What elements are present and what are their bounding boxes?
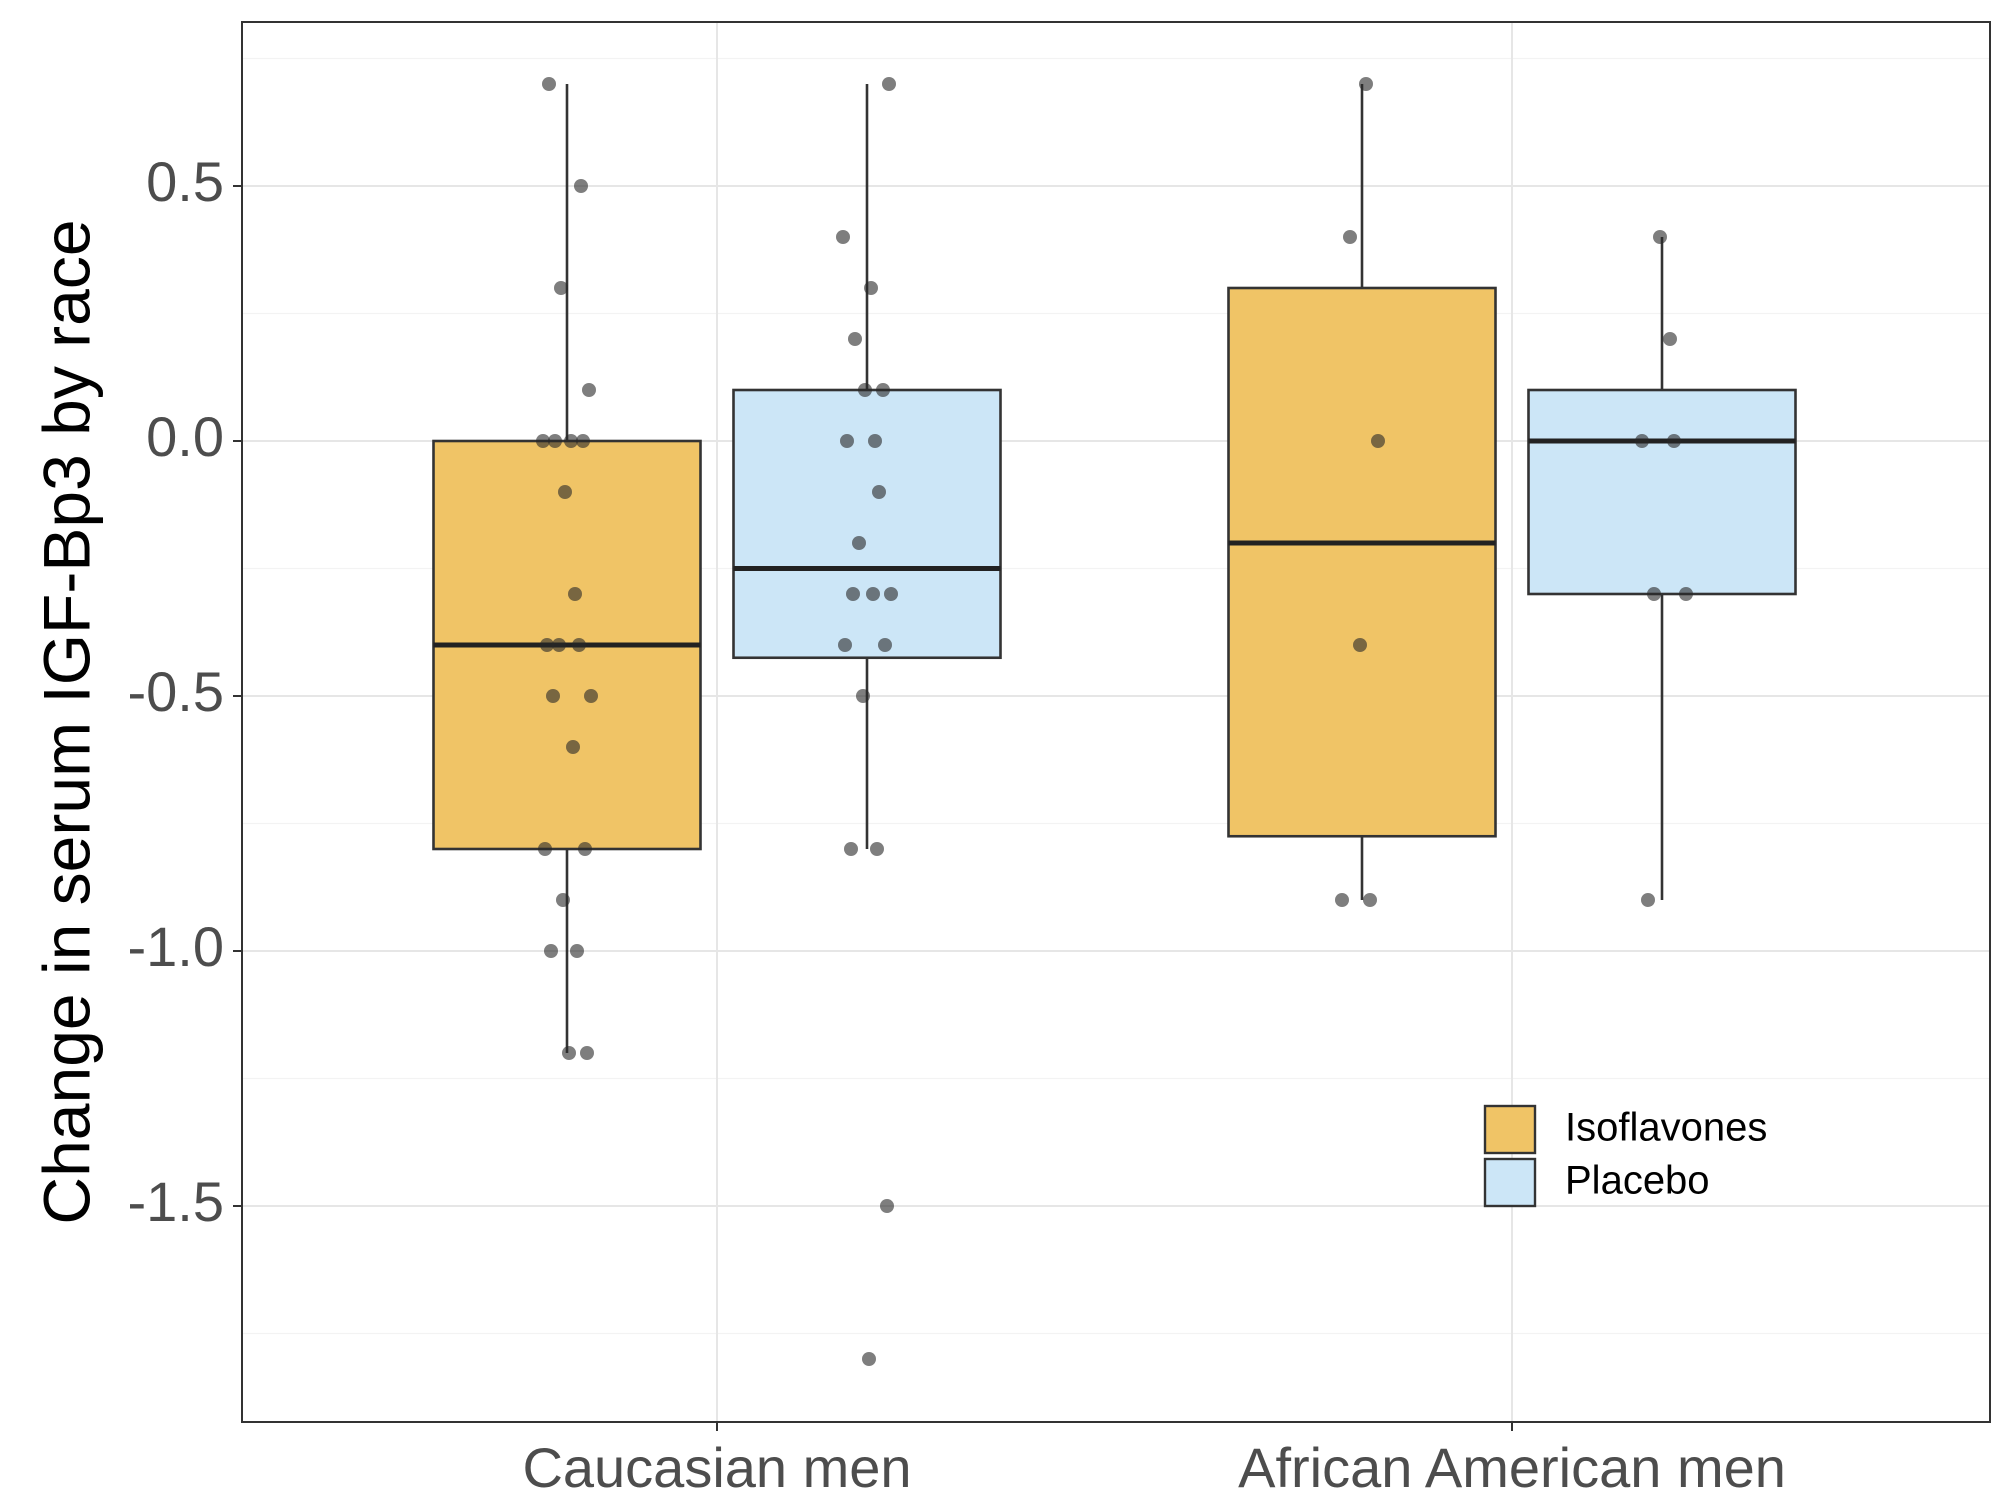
point-placebo-1 [862,1352,876,1366]
point-isoflavones-1 [546,689,560,703]
point-placebo-1 [878,638,892,652]
point-placebo-1 [876,383,890,397]
point-isoflavones-1 [566,740,580,754]
y-axis-title: Change in serum IGF-Bp3 by race [29,219,103,1224]
point-isoflavones-1 [570,944,584,958]
point-isoflavones-1 [562,1046,576,1060]
y-tick-label: 0.5 [146,150,224,213]
y-tick-label: 0.0 [146,405,224,468]
legend-label-placebo: Placebo [1565,1159,1710,1203]
point-placebo-2 [1667,434,1681,448]
legend: Isoflavones Placebo [1483,1104,1767,1208]
point-isoflavones-1 [574,179,588,193]
point-placebo-1 [838,638,852,652]
point-isoflavones-1 [540,638,554,652]
point-isoflavones-1 [568,587,582,601]
point-isoflavones-2 [1371,434,1385,448]
point-placebo-1 [840,434,854,448]
legend-key-isoflavones [1483,1104,1537,1155]
y-tick-label: -1.0 [128,915,225,978]
point-isoflavones-1 [558,485,572,499]
point-isoflavones-1 [578,842,592,856]
point-isoflavones-1 [580,1046,594,1060]
point-isoflavones-1 [536,434,550,448]
point-placebo-2 [1641,893,1655,907]
point-isoflavones-1 [572,638,586,652]
box-placebo-2 [1527,388,1797,596]
point-placebo-1 [836,230,850,244]
point-isoflavones-1 [544,944,558,958]
point-placebo-2 [1679,587,1693,601]
point-isoflavones-1 [548,434,562,448]
point-placebo-2 [1653,230,1667,244]
point-isoflavones-1 [538,842,552,856]
point-placebo-1 [872,485,886,499]
point-placebo-1 [866,587,880,601]
point-isoflavones-2 [1359,77,1373,91]
point-placebo-1 [868,434,882,448]
point-isoflavones-2 [1363,893,1377,907]
point-isoflavones-1 [576,434,590,448]
point-placebo-1 [882,77,896,91]
point-isoflavones-1 [556,893,570,907]
point-placebo-1 [846,587,860,601]
y-axis-ticks: 0.5 0.0 -0.5 -1.0 -1.5 [128,150,242,1233]
box-placebo-1 [732,388,1002,660]
point-placebo-1 [852,536,866,550]
y-tick-label: -0.5 [128,660,225,723]
boxes [432,84,1797,1053]
point-placebo-1 [848,332,862,346]
point-placebo-2 [1647,587,1661,601]
data-points [536,77,1693,1366]
legend-label-isoflavones: Isoflavones [1565,1106,1767,1150]
point-isoflavones-1 [582,383,596,397]
point-placebo-2 [1663,332,1677,346]
point-isoflavones-2 [1353,638,1367,652]
point-placebo-2 [1635,434,1649,448]
point-isoflavones-2 [1343,230,1357,244]
point-isoflavones-1 [584,689,598,703]
plot-panel-border [241,21,1991,1423]
point-placebo-1 [858,383,872,397]
point-placebo-1 [884,587,898,601]
box-isoflavones-2 [1227,286,1497,838]
point-isoflavones-2 [1335,893,1349,907]
point-placebo-1 [844,842,858,856]
x-axis-ticks: Caucasian men African American men [522,1422,1786,1499]
point-placebo-1 [856,689,870,703]
point-isoflavones-1 [542,77,556,91]
y-tick-label: -1.5 [128,1170,225,1233]
point-placebo-1 [864,281,878,295]
point-isoflavones-1 [554,281,568,295]
legend-key-placebo [1483,1157,1537,1208]
x-tick-label: African American men [1238,1436,1786,1499]
point-isoflavones-1 [552,638,566,652]
point-placebo-1 [870,842,884,856]
point-isoflavones-1 [564,434,578,448]
x-tick-label: Caucasian men [522,1436,911,1499]
point-placebo-1 [880,1199,894,1213]
